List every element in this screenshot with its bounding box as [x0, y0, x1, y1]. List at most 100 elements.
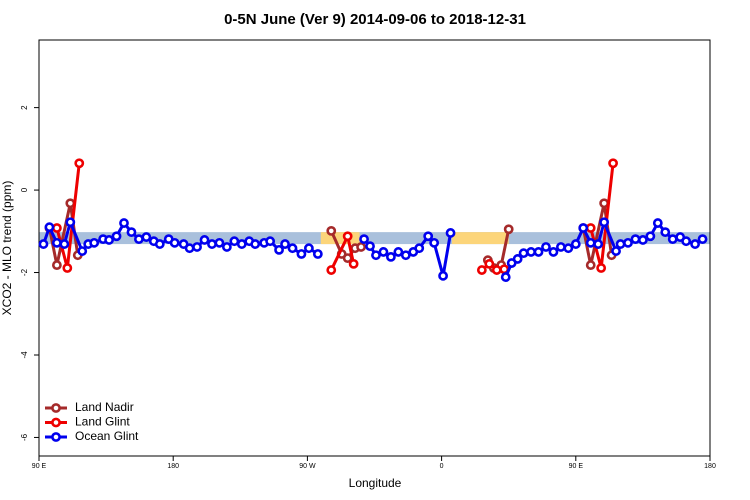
- data-point: [287, 243, 298, 254]
- data-point: [77, 246, 88, 256]
- y-tick-label: -4: [20, 351, 29, 359]
- data-point: [611, 246, 621, 256]
- data-point: [690, 239, 700, 249]
- data-point: [393, 247, 404, 257]
- data-point: [555, 242, 566, 252]
- data-point: [65, 198, 76, 209]
- data-point: [476, 265, 487, 275]
- y-tick-label: 2: [20, 105, 29, 110]
- data-point: [548, 247, 559, 257]
- data-point: [62, 263, 73, 273]
- data-point: [51, 260, 62, 271]
- data-point: [423, 231, 434, 242]
- data-point: [518, 248, 529, 259]
- x-tick-label: 180: [704, 463, 716, 470]
- data-point: [221, 242, 232, 252]
- data-point: [326, 225, 337, 236]
- data-point: [312, 249, 323, 259]
- data-point: [623, 237, 633, 248]
- data-point: [192, 242, 202, 252]
- data-point: [356, 242, 366, 252]
- data-point: [214, 237, 225, 248]
- data-point: [697, 234, 708, 245]
- data-point: [578, 223, 589, 233]
- data-point: [445, 228, 456, 238]
- data-point: [326, 265, 337, 275]
- data-point: [615, 239, 626, 249]
- data-point: [111, 231, 122, 242]
- data-point: [199, 235, 210, 245]
- data-point: [280, 239, 290, 249]
- x-tick-label: 90 W: [299, 463, 316, 470]
- y-axis-label: XCO2 - MLO trend (ppm): [0, 181, 14, 316]
- data-point: [491, 265, 502, 275]
- data-point: [681, 236, 692, 247]
- data-point: [438, 270, 448, 281]
- data-point: [429, 237, 440, 248]
- data-point: [563, 243, 574, 254]
- data-point: [359, 234, 369, 245]
- data-point: [596, 263, 607, 273]
- data-point: [599, 217, 610, 228]
- data-point: [660, 227, 671, 238]
- plot-frame: [38, 39, 711, 457]
- data-point: [371, 250, 381, 261]
- data-point: [126, 227, 137, 238]
- data-point: [599, 198, 610, 209]
- data-point: [570, 239, 581, 249]
- data-point: [38, 239, 49, 249]
- data-point: [51, 223, 62, 233]
- data-point: [119, 218, 129, 228]
- data-point: [585, 223, 596, 233]
- data-point: [296, 249, 307, 259]
- data-point: [65, 217, 76, 228]
- data-point: [89, 237, 100, 248]
- data-point: [585, 237, 596, 248]
- data-point: [229, 236, 240, 247]
- data-point: [503, 224, 514, 235]
- y-tick-label: 0: [20, 187, 29, 192]
- data-point: [236, 239, 247, 249]
- data-point: [386, 251, 396, 262]
- x-tick-label: 90 E: [569, 463, 584, 470]
- data-point: [250, 239, 261, 249]
- x-tick-label: 90 E: [32, 463, 47, 470]
- data-point: [154, 239, 165, 249]
- data-point: [414, 243, 425, 254]
- data-point: [59, 239, 70, 249]
- data-point: [74, 158, 85, 169]
- data-point: [652, 218, 663, 228]
- legend-marker: [51, 403, 61, 413]
- data-point: [484, 258, 495, 269]
- data-point: [141, 232, 152, 242]
- data-point: [400, 250, 411, 261]
- data-point: [526, 247, 536, 257]
- chart-title: 0-5N June (Ver 9) 2014-09-06 to 2018-12-…: [224, 11, 526, 28]
- y-tick-label: -2: [20, 268, 29, 276]
- data-point: [207, 239, 217, 249]
- data-point: [638, 235, 648, 245]
- data-point: [348, 258, 359, 269]
- data-point: [378, 247, 389, 257]
- legend-label: Land Nadir: [75, 400, 134, 414]
- reference-band: [320, 232, 360, 245]
- data-point: [533, 247, 544, 257]
- data-point: [274, 244, 284, 255]
- data-point: [265, 236, 276, 247]
- legend-marker: [51, 432, 61, 442]
- data-point: [104, 235, 114, 245]
- data-point: [169, 237, 180, 248]
- data-point: [365, 241, 375, 252]
- data-point: [303, 243, 314, 254]
- data-point: [134, 234, 144, 245]
- reference-band: [452, 232, 509, 245]
- data-point: [630, 234, 641, 245]
- data-point: [585, 260, 596, 271]
- data-point: [500, 272, 511, 282]
- x-axis-label: Longitude: [349, 476, 402, 490]
- data-point: [667, 234, 678, 245]
- data-point: [51, 237, 62, 248]
- legend-label: Ocean Glint: [75, 429, 139, 443]
- data-point: [645, 231, 656, 242]
